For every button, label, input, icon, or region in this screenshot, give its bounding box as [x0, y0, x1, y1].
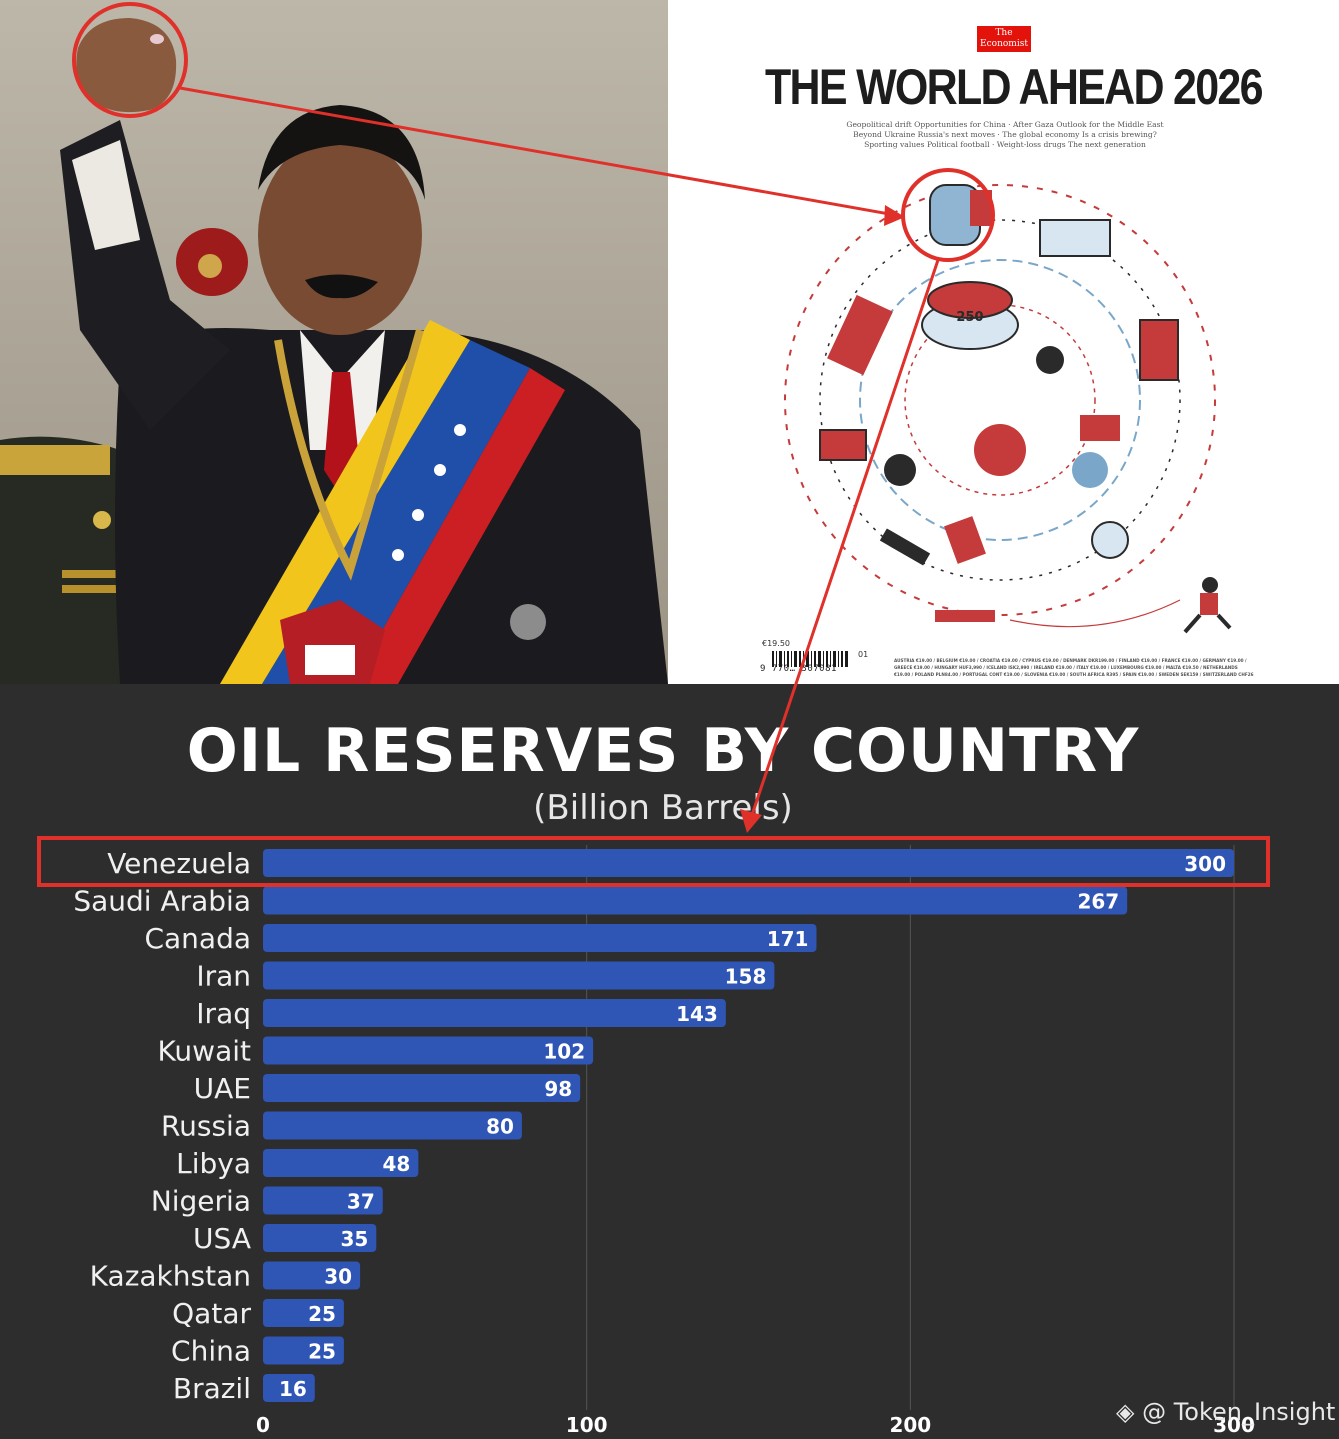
- watermark: ◈ @ Token_Insight: [1116, 1398, 1336, 1426]
- cover-teaser-line3: Sporting values Political football · Wei…: [864, 140, 1146, 149]
- economist-logo-line2: Economist: [980, 39, 1028, 49]
- cake-number: 250: [956, 310, 983, 325]
- cover-teaser-line1: Geopolitical drift Opportunities for Chi…: [846, 120, 1164, 129]
- economist-logo: The Economist: [977, 26, 1031, 52]
- chart-panel: [0, 684, 1339, 1439]
- chart-subtitle: (Billion Barrels): [533, 788, 793, 828]
- economist-logo-line1: The: [995, 28, 1013, 38]
- cover-barcode-digits: 9 770… 307081: [760, 664, 837, 674]
- photo-panel: [0, 0, 668, 684]
- cover-title: THE WORLD AHEAD 2026: [765, 59, 1264, 115]
- leader-photo: [0, 18, 668, 684]
- cover-prices-list: AUSTRIA €19.00 / BELGIUM €19.00 / CROATI…: [894, 658, 1254, 677]
- chart-title: OIL RESERVES BY COUNTRY: [186, 716, 1140, 786]
- cover-issue-number: 01: [858, 650, 869, 659]
- cover-price: €19.50: [762, 639, 790, 648]
- cover-teaser-line2: Beyond Ukraine Russia's next moves · The…: [853, 130, 1157, 139]
